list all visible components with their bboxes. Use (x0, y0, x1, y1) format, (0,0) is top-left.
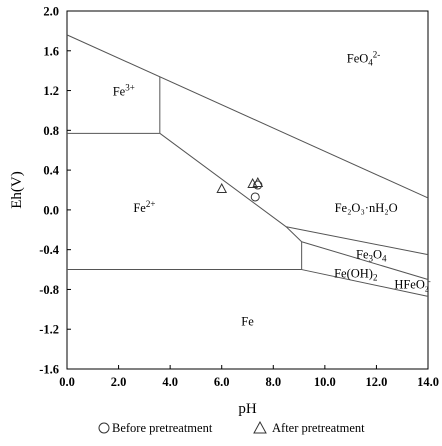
y-tick-label: -0.4 (39, 243, 60, 257)
x-tick-label: 2.0 (111, 375, 127, 389)
y-tick-label: 1.2 (43, 84, 59, 98)
y-tick-label: -1.6 (39, 363, 59, 377)
y-tick-label: -0.8 (39, 283, 59, 297)
y-axis-title: Eh(V) (9, 171, 25, 209)
phase-boundaries (66, 34, 429, 297)
boundary-line-3 (159, 132, 287, 228)
point-before-pretreatment (250, 192, 260, 202)
region-labels: Fe3+ FeO42- Fe2+ Fe₂O₃·nH₂O Fe3O4 Fe(OH)2 HFeO… (113, 50, 432, 329)
point-after-pretreatment (216, 182, 228, 194)
region-label: FeO42- (347, 50, 381, 68)
boundary-line-4 (285, 226, 302, 243)
axis-ticks: 0.0 2.0 4.0 6.0 8.0 10.0 12.0 14.0 2.0 1.6 1.2 0.8 0… (39, 5, 439, 390)
region-label: Fe (241, 314, 254, 328)
y-tick-label: 0.0 (43, 203, 59, 217)
legend: Before pretreatment After pretreatment (98, 420, 365, 435)
y-tick-label: 0.4 (43, 164, 59, 178)
y-tick-label: 0.8 (43, 124, 59, 138)
x-tick-label: 12.0 (365, 375, 387, 389)
y-tick-label: 1.6 (43, 44, 59, 58)
x-tick-label: 4.0 (162, 375, 178, 389)
x-tick-label: 10.0 (314, 375, 336, 389)
boundary-line-9 (301, 269, 429, 297)
x-axis-title: pH (238, 401, 257, 417)
boundary-line-7 (286, 226, 429, 256)
region-label: Fe(OH)2 (334, 267, 377, 283)
region-label: Fe₂O₃·nH₂O (335, 201, 398, 215)
x-tick-label: 14.0 (417, 375, 439, 389)
region-label: Fe2+ (133, 199, 155, 215)
data-points (216, 176, 264, 202)
region-label: HFeO2- (394, 277, 431, 293)
legend-label-before: Before pretreatment (112, 421, 213, 435)
legend-circle-marker (98, 422, 110, 434)
boundary-line-0 (66, 34, 429, 199)
legend-label-after: After pretreatment (272, 421, 365, 435)
boundary-line-8 (301, 241, 429, 280)
y-tick-label: 2.0 (43, 5, 59, 19)
region-label: Fe3+ (113, 83, 135, 99)
x-tick-label: 8.0 (265, 375, 281, 389)
region-label: Fe3O4 (356, 248, 387, 264)
x-tick-label: 6.0 (214, 375, 230, 389)
plot-area (66, 10, 429, 370)
legend-triangle-marker (253, 420, 267, 434)
y-tick-label: -1.2 (39, 323, 59, 337)
point-after-pretreatment (252, 176, 264, 188)
x-tick-label: 0.0 (59, 375, 75, 389)
